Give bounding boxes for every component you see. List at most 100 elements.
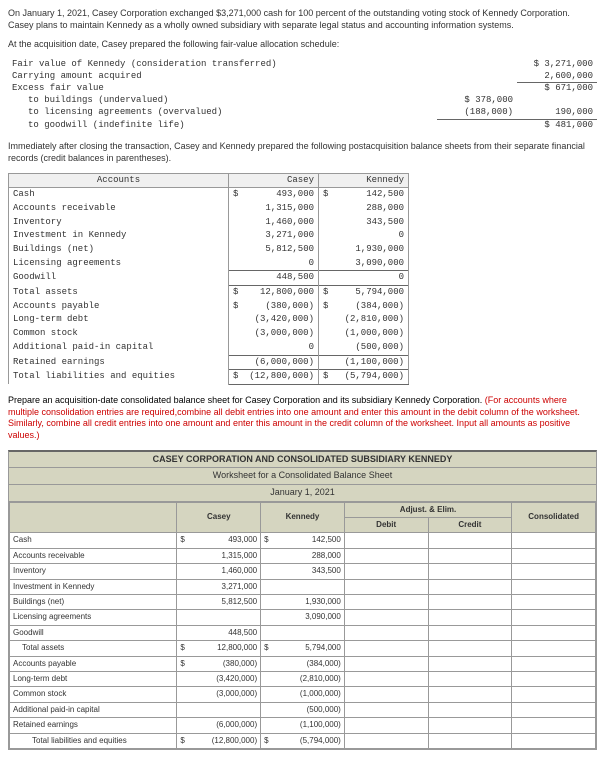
ws-credit-input[interactable] [428, 656, 512, 671]
ws-consolidated-input[interactable] [512, 548, 596, 563]
ws-consolidated-input[interactable] [512, 718, 596, 733]
bs-row: Common stock(3,000,000)(1,000,000) [9, 327, 409, 341]
bs-row: Total assets$12,800,000$5,794,000 [9, 286, 409, 300]
bs-row: Additional paid-in capital0(500,000) [9, 341, 409, 355]
bs-kennedy-val: $142,500 [319, 188, 409, 202]
ws-credit-input[interactable] [428, 625, 512, 640]
bs-kennedy-val: (1,000,000) [319, 327, 409, 341]
ws-title-3: January 1, 2021 [9, 485, 596, 502]
ws-casey: 3,271,000 [177, 579, 261, 594]
bs-kennedy-val: 0 [319, 229, 409, 243]
bs-casey-val: 0 [229, 341, 319, 355]
ws-account: Retained earnings [10, 718, 177, 733]
ws-debit-input[interactable] [344, 625, 428, 640]
bs-kennedy-val: $(384,000) [319, 300, 409, 314]
ws-account: Common stock [10, 687, 177, 702]
ws-consolidated-input[interactable] [512, 579, 596, 594]
ws-credit-input[interactable] [428, 610, 512, 625]
schedule-col1 [437, 71, 517, 84]
ws-debit-input[interactable] [344, 548, 428, 563]
ws-casey: $(380,000) [177, 656, 261, 671]
ws-credit-input[interactable] [428, 718, 512, 733]
ws-kennedy: (500,000) [261, 702, 345, 717]
bs-kennedy-val: 343,500 [319, 216, 409, 230]
ws-credit-input[interactable] [428, 641, 512, 656]
bs-account: Total assets [9, 286, 229, 300]
ws-consolidated-input[interactable] [512, 625, 596, 640]
schedule-row: to buildings (undervalued)$ 378,000 [12, 95, 597, 107]
instructions: Prepare an acquisition-date consolidated… [8, 395, 597, 442]
bs-header-kennedy: Kennedy [319, 173, 409, 188]
bs-account: Retained earnings [9, 355, 229, 370]
schedule-row: Carrying amount acquired 2,600,000 [12, 71, 597, 84]
ws-consolidated-input[interactable] [512, 641, 596, 656]
ws-consolidated-input[interactable] [512, 656, 596, 671]
bs-casey-val: 1,460,000 [229, 216, 319, 230]
bs-kennedy-val: 1,930,000 [319, 243, 409, 257]
ws-credit-input[interactable] [428, 733, 512, 748]
bs-kennedy-val: $5,794,000 [319, 286, 409, 300]
ws-account: Investment in Kennedy [10, 579, 177, 594]
ws-debit-input[interactable] [344, 656, 428, 671]
ws-debit-input[interactable] [344, 595, 428, 610]
ws-debit-input[interactable] [344, 641, 428, 656]
schedule-label: Carrying amount acquired [12, 71, 437, 84]
schedule-col2: 2,600,000 [517, 71, 597, 84]
bs-account: Buildings (net) [9, 243, 229, 257]
ws-casey: 1,460,000 [177, 564, 261, 579]
ws-credit-input[interactable] [428, 671, 512, 686]
schedule-col2: $ 481,000 [517, 120, 597, 132]
ws-row: Buildings (net)5,812,5001,930,000 [10, 595, 596, 610]
ws-debit-input[interactable] [344, 733, 428, 748]
schedule-row: to goodwill (indefinite life)$ 481,000 [12, 120, 597, 132]
ws-consolidated-input[interactable] [512, 533, 596, 548]
ws-kennedy [261, 625, 345, 640]
bs-header-casey: Casey [229, 173, 319, 188]
ws-credit-input[interactable] [428, 687, 512, 702]
ws-title-1: CASEY CORPORATION AND CONSOLIDATED SUBSI… [9, 452, 596, 469]
bs-account: Goodwill [9, 271, 229, 286]
ws-credit-input[interactable] [428, 564, 512, 579]
ws-account: Total liabilities and equities [10, 733, 177, 748]
ws-debit-input[interactable] [344, 579, 428, 594]
schedule-label: to buildings (undervalued) [12, 95, 437, 107]
worksheet: CASEY CORPORATION AND CONSOLIDATED SUBSI… [8, 450, 597, 750]
ws-account: Total assets [10, 641, 177, 656]
schedule-row: to licensing agreements (overvalued)(188… [12, 107, 597, 120]
ws-credit-input[interactable] [428, 548, 512, 563]
ws-account: Cash [10, 533, 177, 548]
ws-consolidated-input[interactable] [512, 733, 596, 748]
ws-debit-input[interactable] [344, 687, 428, 702]
ws-kennedy: (1,000,000) [261, 687, 345, 702]
ws-debit-input[interactable] [344, 702, 428, 717]
ws-credit-input[interactable] [428, 533, 512, 548]
bs-account: Investment in Kennedy [9, 229, 229, 243]
ws-debit-input[interactable] [344, 718, 428, 733]
bs-account: Common stock [9, 327, 229, 341]
schedule-label: Excess fair value [12, 83, 437, 95]
ws-consolidated-input[interactable] [512, 687, 596, 702]
instr-black: Prepare an acquisition-date consolidated… [8, 395, 485, 405]
ws-credit-input[interactable] [428, 595, 512, 610]
schedule-col1: (188,000) [437, 107, 517, 120]
ws-consolidated-input[interactable] [512, 702, 596, 717]
ws-h-kennedy: Kennedy [261, 502, 345, 533]
bs-row: Licensing agreements03,090,000 [9, 257, 409, 271]
ws-debit-input[interactable] [344, 533, 428, 548]
ws-row: Long-term debt(3,420,000)(2,810,000) [10, 671, 596, 686]
ws-debit-input[interactable] [344, 671, 428, 686]
ws-debit-input[interactable] [344, 610, 428, 625]
ws-casey: (3,000,000) [177, 687, 261, 702]
ws-consolidated-input[interactable] [512, 610, 596, 625]
ws-debit-input[interactable] [344, 564, 428, 579]
ws-row: Inventory1,460,000343,500 [10, 564, 596, 579]
ws-credit-input[interactable] [428, 579, 512, 594]
ws-consolidated-input[interactable] [512, 564, 596, 579]
ws-consolidated-input[interactable] [512, 595, 596, 610]
ws-casey: (6,000,000) [177, 718, 261, 733]
ws-row: Cash$493,000$142,500 [10, 533, 596, 548]
ws-row: Total liabilities and equities$(12,800,0… [10, 733, 596, 748]
ws-h-debit: Debit [344, 518, 428, 533]
ws-consolidated-input[interactable] [512, 671, 596, 686]
ws-credit-input[interactable] [428, 702, 512, 717]
